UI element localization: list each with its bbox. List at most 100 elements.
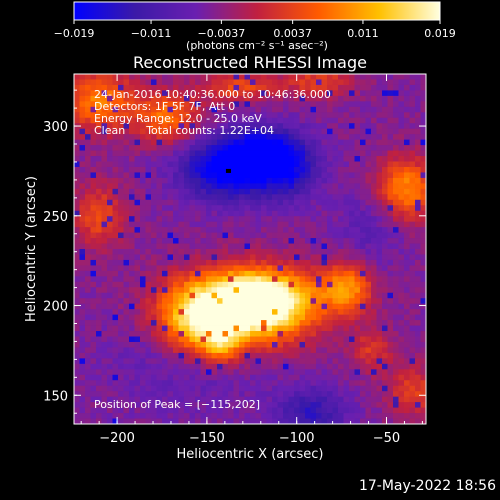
heatmap-cell — [189, 396, 196, 403]
heatmap-cell — [206, 418, 212, 424]
heatmap-cell — [239, 216, 245, 223]
heatmap-cell — [101, 265, 108, 272]
heatmap-cell — [288, 139, 295, 146]
heatmap-cell — [409, 106, 416, 113]
heatmap-cell — [398, 216, 405, 223]
heatmap-cell — [305, 320, 311, 326]
heatmap-cell — [316, 112, 322, 119]
heatmap-cell — [222, 238, 229, 244]
heatmap-cell — [162, 391, 168, 398]
heatmap-cell — [382, 84, 388, 91]
heatmap-cell — [173, 325, 179, 332]
heatmap-cell — [244, 199, 251, 206]
heatmap-cell — [112, 128, 119, 135]
heatmap-cell — [244, 188, 251, 195]
heatmap-cell — [354, 188, 361, 195]
heatmap-cell — [184, 418, 190, 424]
heatmap-cell — [156, 161, 163, 168]
heatmap-cell — [123, 309, 130, 316]
heatmap-cell — [321, 227, 328, 233]
heatmap-cell — [211, 331, 218, 337]
heatmap-cell — [250, 177, 256, 184]
heatmap-cell — [255, 358, 262, 365]
heatmap-cell — [360, 194, 366, 201]
heatmap-cell — [255, 216, 262, 223]
heatmap-cell — [156, 287, 163, 294]
heatmap-cell — [184, 309, 190, 316]
heatmap-cell — [107, 298, 113, 305]
heatmap-cell — [96, 336, 102, 343]
heatmap-cell — [360, 183, 366, 190]
heatmap-cell — [393, 74, 399, 80]
heatmap-cell — [200, 177, 207, 184]
heatmap-cell — [398, 281, 405, 288]
heatmap-cell — [134, 391, 141, 398]
heatmap-cell — [415, 243, 421, 250]
heatmap-cell — [107, 238, 113, 244]
heatmap-cell — [85, 210, 91, 217]
heatmap-cell — [228, 374, 234, 381]
heatmap-cell — [217, 385, 223, 392]
heatmap-cell — [222, 150, 229, 157]
heatmap-cell — [222, 183, 229, 190]
heatmap-cell — [266, 341, 273, 348]
heatmap-cell — [233, 287, 240, 294]
heatmap-cell — [283, 292, 289, 299]
heatmap-cell — [118, 347, 124, 354]
heatmap-cell — [79, 156, 86, 162]
heatmap-cell — [272, 374, 278, 381]
heatmap-cell — [140, 352, 146, 359]
heatmap-cell — [382, 79, 388, 86]
heatmap-cell — [376, 298, 383, 305]
heatmap-cell — [222, 325, 229, 332]
heatmap-cell — [360, 385, 366, 392]
heatmap-cell — [118, 145, 124, 151]
heatmap-cell — [112, 112, 119, 119]
heatmap-cell — [156, 314, 163, 321]
heatmap-cell — [239, 358, 245, 365]
heatmap-cell — [382, 287, 388, 294]
heatmap-cell — [228, 117, 234, 124]
heatmap-cell — [250, 298, 256, 305]
heatmap-cell — [327, 292, 333, 299]
heatmap-cell — [184, 358, 190, 365]
heatmap-cell — [338, 407, 344, 414]
heatmap-cell — [167, 407, 174, 414]
heatmap-cell — [382, 309, 388, 316]
heatmap-cell — [409, 74, 416, 80]
heatmap-cell — [305, 95, 311, 102]
heatmap-cell — [129, 402, 135, 408]
heatmap-cell — [283, 216, 289, 223]
heatmap-cell — [255, 265, 262, 272]
heatmap-cell — [277, 210, 284, 217]
heatmap-cell — [244, 270, 251, 277]
heatmap-cell — [79, 259, 86, 266]
heatmap-cell — [299, 188, 306, 195]
heatmap-cell — [200, 188, 207, 195]
heatmap-cell — [79, 210, 86, 217]
heatmap-cell — [167, 106, 174, 113]
heatmap-cell — [112, 172, 119, 179]
heatmap-cell — [145, 112, 152, 119]
heatmap-cell — [184, 369, 190, 376]
heatmap-cell — [332, 418, 339, 424]
heatmap-cell — [261, 74, 267, 80]
heatmap-cell — [156, 139, 163, 146]
heatmap-cell — [354, 205, 361, 212]
heatmap-cell — [112, 134, 119, 141]
heatmap-cell — [310, 194, 317, 201]
heatmap-cell — [118, 117, 124, 124]
heatmap-cell — [255, 336, 262, 343]
heatmap-cell — [206, 407, 212, 414]
heatmap-cell — [178, 128, 185, 135]
heatmap-cell — [107, 210, 113, 217]
heatmap-cell — [90, 177, 97, 184]
heatmap-cell — [107, 112, 113, 119]
heatmap-cell — [365, 363, 372, 370]
heatmap-cell — [299, 303, 306, 310]
heatmap-cell — [217, 243, 223, 250]
heatmap-cell — [79, 347, 86, 354]
heatmap-cell — [162, 352, 168, 359]
heatmap-cell — [228, 90, 234, 97]
heatmap-cell — [261, 243, 267, 250]
